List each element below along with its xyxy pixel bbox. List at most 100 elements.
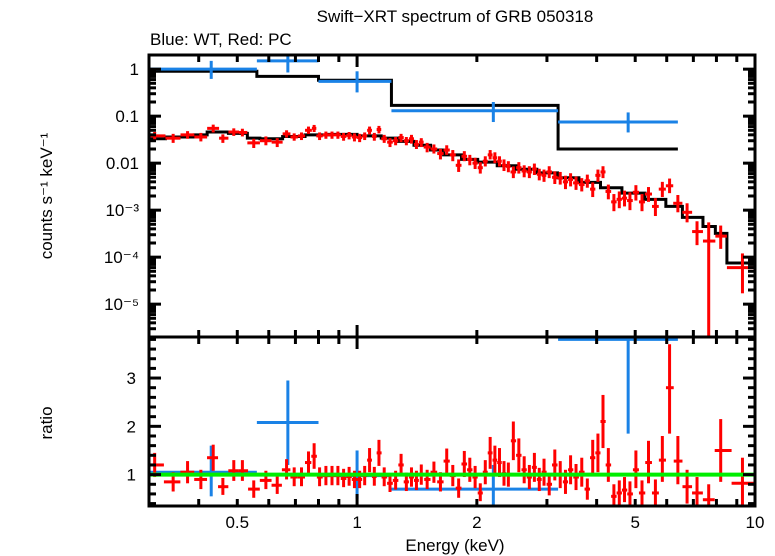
pc-ratio-point xyxy=(455,478,462,498)
ratio-data-layer xyxy=(149,337,755,506)
x-tick-label: 0.5 xyxy=(225,513,249,532)
pc-spectrum-point xyxy=(449,150,456,162)
pc-spectrum-point xyxy=(228,128,239,136)
pc-ratio-point xyxy=(531,452,537,482)
pc-spectrum-point xyxy=(632,185,639,201)
pc-ratio-point xyxy=(578,457,585,487)
pc-ratio-point xyxy=(665,344,674,434)
pc-spectrum-point xyxy=(403,137,409,146)
pc-spectrum-point xyxy=(536,168,542,181)
pc-ratio-point xyxy=(228,460,239,481)
pc-spectrum-point xyxy=(584,174,591,188)
chart-title: Swift−XRT spectrum of GRB 050318 xyxy=(317,7,594,26)
pc-ratio-point xyxy=(616,480,622,505)
pc-spectrum-point xyxy=(305,126,312,134)
pc-spectrum-point xyxy=(497,156,502,167)
pc-ratio-point xyxy=(376,439,382,466)
pc-spectrum-point xyxy=(638,194,645,212)
pc-spectrum-point xyxy=(290,133,298,141)
pc-ratio-point xyxy=(207,444,219,471)
y-axis-label-spectrum: counts s⁻¹ keV⁻¹ xyxy=(37,132,56,259)
pc-spectrum-point xyxy=(418,138,424,148)
pc-spectrum-point xyxy=(546,166,553,179)
pc-spectrum-point xyxy=(573,176,579,190)
pc-spectrum-point xyxy=(413,140,419,149)
pc-ratio-point xyxy=(408,467,414,487)
pc-spectrum-point xyxy=(322,131,329,139)
pc-ratio-point xyxy=(627,481,633,506)
pc-spectrum-point xyxy=(316,132,323,141)
pc-ratio-point xyxy=(590,439,596,476)
wt-spectrum-point xyxy=(558,112,678,133)
pc-spectrum-point xyxy=(568,173,574,187)
pc-spectrum-point xyxy=(692,221,703,246)
pc-spectrum-point xyxy=(621,190,628,207)
pc-spectrum-point xyxy=(600,166,606,179)
wt-ratio-point xyxy=(558,337,678,434)
pc-spectrum-point xyxy=(644,187,652,202)
chart-subtitle: Blue: WT, Red: PC xyxy=(150,30,292,49)
pc-spectrum-point xyxy=(477,162,483,174)
ratio-frame xyxy=(147,335,757,508)
pc-ratio-point xyxy=(316,467,323,487)
pc-spectrum-point xyxy=(398,133,404,143)
pc-spectrum-point xyxy=(562,175,569,190)
pc-ratio-point xyxy=(340,468,347,488)
y-tick-label: 0.1 xyxy=(115,107,139,126)
y-tick-label: 1 xyxy=(127,466,136,485)
x-tick-label: 5 xyxy=(630,513,639,532)
axis-ticks xyxy=(147,53,757,506)
pc-spectrum-point xyxy=(376,125,382,134)
pc-spectrum-point xyxy=(194,132,208,142)
pc-ratio-point xyxy=(290,467,298,487)
pc-ratio-point xyxy=(546,473,553,496)
pc-spectrum-point xyxy=(219,134,229,143)
pc-ratio-point xyxy=(398,453,404,477)
pc-ratio-point xyxy=(605,448,612,482)
pc-spectrum-point xyxy=(437,149,444,160)
pc-ratio-point xyxy=(367,448,372,473)
pc-spectrum-point xyxy=(297,132,306,141)
pc-ratio-point xyxy=(584,478,591,500)
pc-spectrum-point xyxy=(651,198,659,217)
pc-ratio-point xyxy=(387,474,393,492)
tick-labels: 0.5 1 2 5 10 1 0.1 0.01 10⁻³ 10⁻⁴ 10⁻⁵ 1 2 3 xyxy=(104,60,765,532)
pc-spectrum-point xyxy=(492,152,498,164)
wt-spectrum-point xyxy=(318,71,392,93)
pc-ratio-point xyxy=(180,461,195,484)
pc-spectrum-point xyxy=(616,191,622,209)
pc-spectrum-point xyxy=(552,171,558,185)
pc-ratio-point xyxy=(573,463,579,491)
x-tick-label: 10 xyxy=(746,513,765,532)
pc-ratio-point xyxy=(673,435,683,485)
pc-ratio-point xyxy=(536,467,542,492)
pc-ratio-point xyxy=(238,460,249,481)
pc-ratio-point xyxy=(477,483,483,502)
pc-spectrum-point xyxy=(328,131,335,139)
pc-spectrum-point xyxy=(521,165,527,178)
pc-spectrum-point xyxy=(443,145,450,155)
pc-spectrum-point xyxy=(455,159,462,172)
pc-ratio-point xyxy=(218,477,229,495)
pc-ratio-point xyxy=(568,455,574,485)
pc-ratio-point xyxy=(595,433,601,473)
pc-ratio-point xyxy=(472,465,478,489)
pc-spectrum-point xyxy=(531,163,537,175)
pc-spectrum-point xyxy=(467,154,473,166)
pc-spectrum-point xyxy=(340,132,347,141)
pc-ratio-point xyxy=(443,448,450,474)
pc-ratio-point xyxy=(692,477,703,506)
pc-spectrum-point xyxy=(351,133,358,142)
pc-ratio-point xyxy=(271,476,282,494)
pc-ratio-point xyxy=(482,460,488,485)
pc-spectrum-point xyxy=(247,138,260,149)
pc-spectrum-point xyxy=(472,157,478,170)
pc-ratio-point xyxy=(516,438,522,473)
pc-ratio-point xyxy=(304,451,312,474)
spectrum-frame xyxy=(147,53,757,339)
pc-spectrum-point xyxy=(557,171,563,185)
y-tick-label: 10⁻⁵ xyxy=(104,295,139,314)
wt-spectrum-point xyxy=(391,102,559,123)
pc-spectrum-point xyxy=(311,124,317,132)
